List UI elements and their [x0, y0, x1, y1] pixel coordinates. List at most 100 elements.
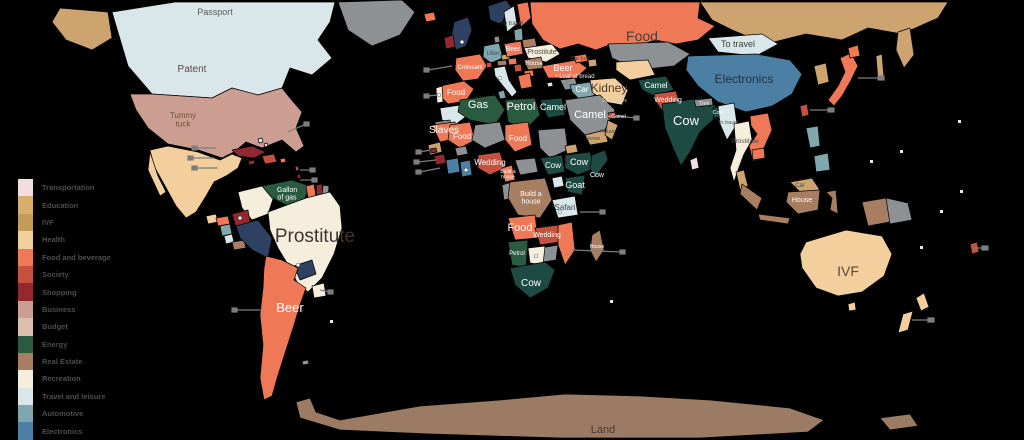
island-antilles-1: [294, 165, 300, 172]
legend-label-6: Shopping: [42, 287, 77, 297]
country-chile-argentina: [259, 255, 307, 401]
map-label-venezuela: Gallon of gas: [277, 187, 297, 201]
country-denmark: [493, 35, 501, 44]
map-label-myanmar: To travel: [718, 120, 739, 126]
map-label-france: Croissant: [457, 65, 483, 71]
leader-lines: [187, 65, 989, 323]
country-guinea: [433, 153, 447, 166]
map-label-afghanistan: Camel: [644, 81, 667, 90]
map-label-nigeria: Wedding: [474, 158, 505, 167]
country-poland: [503, 40, 524, 58]
country-somalia: [589, 149, 609, 179]
country-germany: [482, 42, 504, 64]
country-france: [454, 53, 488, 82]
country-usa: [129, 87, 305, 159]
legend-label-1: Education: [42, 200, 79, 210]
country-nepal: [693, 97, 714, 108]
country-chad: [504, 121, 533, 153]
map-label-cameroon: Build a house: [500, 169, 516, 180]
country-oman: [604, 119, 619, 141]
map-label-pakistan: Wedding: [654, 97, 682, 104]
legend-label-4: Food and beverage: [42, 252, 111, 262]
map-label-tanzania: Safari: [555, 203, 576, 212]
map-label-australia: IVF: [837, 263, 859, 279]
region-new-guinea-west: [861, 197, 891, 227]
legend-swatch-9: [18, 335, 33, 353]
legend-swatch-12: [18, 387, 33, 406]
country-tunisia: [497, 89, 507, 100]
legend-label-8: Budget: [42, 322, 68, 332]
country-austria: [496, 59, 508, 67]
legend-item-11: Recreation: [18, 370, 111, 388]
map-label-spain: Food: [447, 88, 465, 97]
legend-label-7: Business: [42, 304, 76, 314]
map-label-ethiopia: Cow: [570, 157, 589, 167]
map-label-iraq: Car: [576, 85, 589, 94]
map-label-angola: Food: [507, 222, 532, 234]
country-alaska: [51, 7, 113, 51]
country-gambia: [429, 147, 438, 154]
country-png: [885, 197, 913, 225]
map-label-gulf: Sunglasses: [601, 98, 627, 104]
map-label-brazil: Prostitute: [275, 226, 355, 247]
map-label-china: Electronics: [715, 72, 774, 86]
legend-label-11: Recreation: [42, 374, 81, 384]
map-label-namibia: Petrol: [509, 251, 525, 257]
legend-label-0: Transportation: [42, 183, 95, 193]
legend-label-9: Energy: [42, 339, 68, 349]
country-korea: [813, 62, 830, 86]
country-niger: [471, 121, 506, 149]
map-label-indonesia_borneo: House: [792, 197, 812, 204]
map-label-zambia: Wedding: [533, 232, 561, 239]
map-label-georgia: Car fuel: [570, 56, 589, 62]
country-china: [685, 53, 803, 113]
country-serbia: [513, 63, 523, 73]
island-java: [757, 213, 791, 225]
country-greece: [517, 72, 533, 90]
country-uae-qatar: [607, 111, 617, 120]
legend-item-12: Travel and leisure: [18, 387, 111, 406]
legend-item-3: Health: [18, 231, 111, 249]
island-tasmania: [847, 301, 857, 312]
country-libya: [504, 97, 541, 131]
country-malaysia-peninsula: [735, 169, 749, 191]
country-mexico: [149, 145, 243, 219]
legend-label-3: Health: [42, 235, 65, 245]
map-label-morocco_algeria: Gas: [468, 99, 489, 111]
country-south-africa: [509, 261, 556, 299]
country-greenland: [337, 0, 416, 47]
country-jamaica: [247, 159, 256, 166]
country-panama: [231, 239, 247, 251]
country-dr-congo: [507, 177, 553, 219]
map-label-uae: • Camel: [608, 114, 626, 120]
map-label-south_africa: Cow: [521, 278, 542, 289]
legend-swatch-3: [18, 231, 33, 249]
country-mexico-baja: [147, 151, 167, 197]
country-nigeria: [477, 151, 506, 176]
country-iceland: [423, 11, 437, 23]
marker-dots: [237, 39, 563, 268]
country-uganda: [551, 175, 565, 189]
country-iran: [589, 77, 629, 106]
country-mongolia: [707, 33, 779, 57]
region-kamchatka: [895, 27, 915, 69]
map-label-germany: Uber: [486, 51, 499, 57]
legend-label-14: Electronics: [42, 426, 83, 436]
legend-label-2: IVF: [42, 217, 54, 227]
map-label-thailand: Prostitute: [731, 138, 759, 145]
island-specks: [330, 120, 963, 323]
island-antilles-2: [296, 173, 302, 180]
map-label-yemen: Horse: [586, 136, 601, 142]
map-label-saudi_arabia: Camel: [574, 109, 606, 121]
legend-label-5: Society: [42, 270, 69, 280]
country-ethiopia: [564, 151, 596, 176]
country-switzerland: [485, 61, 493, 69]
map-label-canada: Passport: [197, 7, 233, 17]
country-australia: [799, 229, 893, 297]
legend-swatch-2: [18, 213, 33, 232]
country-egypt: [539, 97, 566, 119]
country-brazil: [267, 191, 343, 293]
country-burkina: [454, 145, 469, 157]
map-label-turkey: Beer: [553, 63, 572, 73]
